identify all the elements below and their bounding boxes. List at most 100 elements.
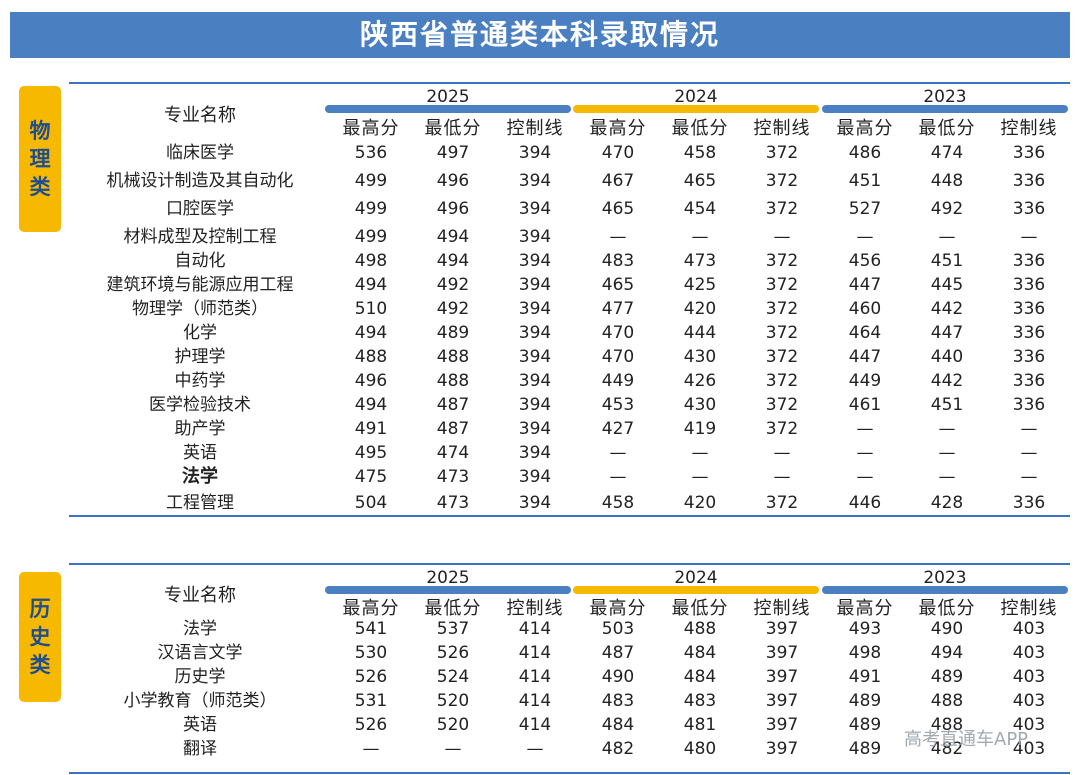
major-name: 中药学 <box>174 371 226 391</box>
score-cell: 484 <box>683 667 717 687</box>
score-cell: 488 <box>930 715 964 735</box>
column-header: 控制线 <box>753 598 811 619</box>
table-row: 小学教育（师范类） 531 520 414 483 483 397 489 488 403 <box>0 689 1080 713</box>
score-cell: — <box>773 227 791 247</box>
score-cell: — <box>691 443 709 463</box>
score-cell: 520 <box>436 715 470 735</box>
table-row: 历史学 526 524 414 490 484 397 491 489 403 <box>0 665 1080 689</box>
score-cell: 442 <box>930 299 964 319</box>
score-cell: 426 <box>683 371 717 391</box>
table-top-rule <box>69 82 1070 84</box>
score-cell: 474 <box>930 143 964 163</box>
score-cell: 492 <box>930 199 964 219</box>
column-header: 最低分 <box>424 598 482 619</box>
year-label: 2025 <box>426 568 470 588</box>
score-cell: 488 <box>436 371 470 391</box>
watermark: 高考直通车APP <box>904 729 1029 750</box>
score-cell: 427 <box>601 419 635 439</box>
score-cell: — <box>609 443 627 463</box>
score-cell: 414 <box>518 691 552 711</box>
column-header: 最低分 <box>671 118 729 139</box>
score-cell: 524 <box>436 667 470 687</box>
score-cell: 483 <box>683 691 717 711</box>
score-cell: 526 <box>436 643 470 663</box>
table-row: 自动化 498 494 394 483 473 372 456 451 336 <box>0 249 1080 273</box>
major-name: 物理学（师范类） <box>132 299 268 319</box>
score-cell: 336 <box>1012 143 1046 163</box>
score-cell: 372 <box>765 347 799 367</box>
score-cell: 494 <box>354 395 388 415</box>
table-top-rule <box>69 563 1070 565</box>
score-cell: 336 <box>1012 323 1046 343</box>
score-cell: 403 <box>1012 667 1046 687</box>
score-cell: 473 <box>436 467 470 487</box>
score-cell: 394 <box>518 371 552 391</box>
column-header: 最低分 <box>918 118 976 139</box>
score-cell: 510 <box>354 299 388 319</box>
score-cell: 480 <box>683 739 717 759</box>
score-cell: 336 <box>1012 395 1046 415</box>
column-header: 最高分 <box>836 118 894 139</box>
score-cell: 530 <box>354 643 388 663</box>
score-cell: 467 <box>601 171 635 191</box>
score-cell: 372 <box>765 323 799 343</box>
score-cell: 487 <box>436 419 470 439</box>
score-cell: 504 <box>354 493 388 513</box>
major-name: 化学 <box>183 323 217 343</box>
year-label: 2023 <box>923 87 967 107</box>
score-cell: 454 <box>683 199 717 219</box>
score-cell: 394 <box>518 395 552 415</box>
score-cell: 483 <box>601 691 635 711</box>
major-name: 英语 <box>183 443 217 463</box>
table-row: 临床医学 536 497 394 470 458 372 486 474 336 <box>0 141 1080 165</box>
score-cell: 486 <box>848 143 882 163</box>
table-row: 工程管理 504 473 394 458 420 372 446 428 336 <box>0 491 1080 515</box>
score-cell: 394 <box>518 347 552 367</box>
score-cell: 503 <box>601 619 635 639</box>
score-cell: 451 <box>930 251 964 271</box>
section-label-history: 历 史 类 <box>19 572 61 702</box>
score-cell: 489 <box>436 323 470 343</box>
column-header: 控制线 <box>753 118 811 139</box>
score-cell: 336 <box>1012 251 1046 271</box>
score-cell: 494 <box>436 251 470 271</box>
column-header: 最高分 <box>589 118 647 139</box>
table-row: 建筑环境与能源应用工程 494 492 394 465 425 372 447 445 336 <box>0 273 1080 297</box>
score-cell: 446 <box>848 493 882 513</box>
score-cell: 397 <box>765 691 799 711</box>
major-name: 机械设计制造及其自动化 <box>106 171 294 191</box>
score-cell: 394 <box>518 467 552 487</box>
column-header-name: 专业名称 <box>164 585 236 606</box>
score-cell: 470 <box>601 143 635 163</box>
major-name: 自动化 <box>174 251 226 271</box>
score-cell: 495 <box>354 443 388 463</box>
score-cell: 372 <box>765 371 799 391</box>
score-cell: 444 <box>683 323 717 343</box>
score-cell: 473 <box>683 251 717 271</box>
table-row: 英语 495 474 394 — — — — — — <box>0 441 1080 465</box>
table-row: 物理学（师范类） 510 492 394 477 420 372 460 442 336 <box>0 297 1080 321</box>
score-cell: 394 <box>518 251 552 271</box>
score-cell: 499 <box>354 199 388 219</box>
score-cell: 484 <box>601 715 635 735</box>
score-cell: 394 <box>518 493 552 513</box>
score-cell: — <box>856 227 874 247</box>
score-cell: 531 <box>354 691 388 711</box>
major-name: 医学检验技术 <box>149 395 251 415</box>
score-cell: 336 <box>1012 299 1046 319</box>
score-cell: 494 <box>354 323 388 343</box>
year-bar <box>822 586 1068 594</box>
major-name: 口腔医学 <box>166 199 234 219</box>
score-cell: 473 <box>436 493 470 513</box>
score-cell: 372 <box>765 199 799 219</box>
table-bottom-rule <box>69 515 1070 517</box>
score-cell: 394 <box>518 171 552 191</box>
score-cell: 394 <box>518 143 552 163</box>
score-cell: 456 <box>848 251 882 271</box>
score-cell: — <box>1020 419 1038 439</box>
score-cell: 414 <box>518 643 552 663</box>
table-row: 助产学 491 487 394 427 419 372 — — — <box>0 417 1080 441</box>
score-cell: 336 <box>1012 275 1046 295</box>
score-cell: 492 <box>436 275 470 295</box>
major-name: 汉语言文学 <box>157 643 243 663</box>
